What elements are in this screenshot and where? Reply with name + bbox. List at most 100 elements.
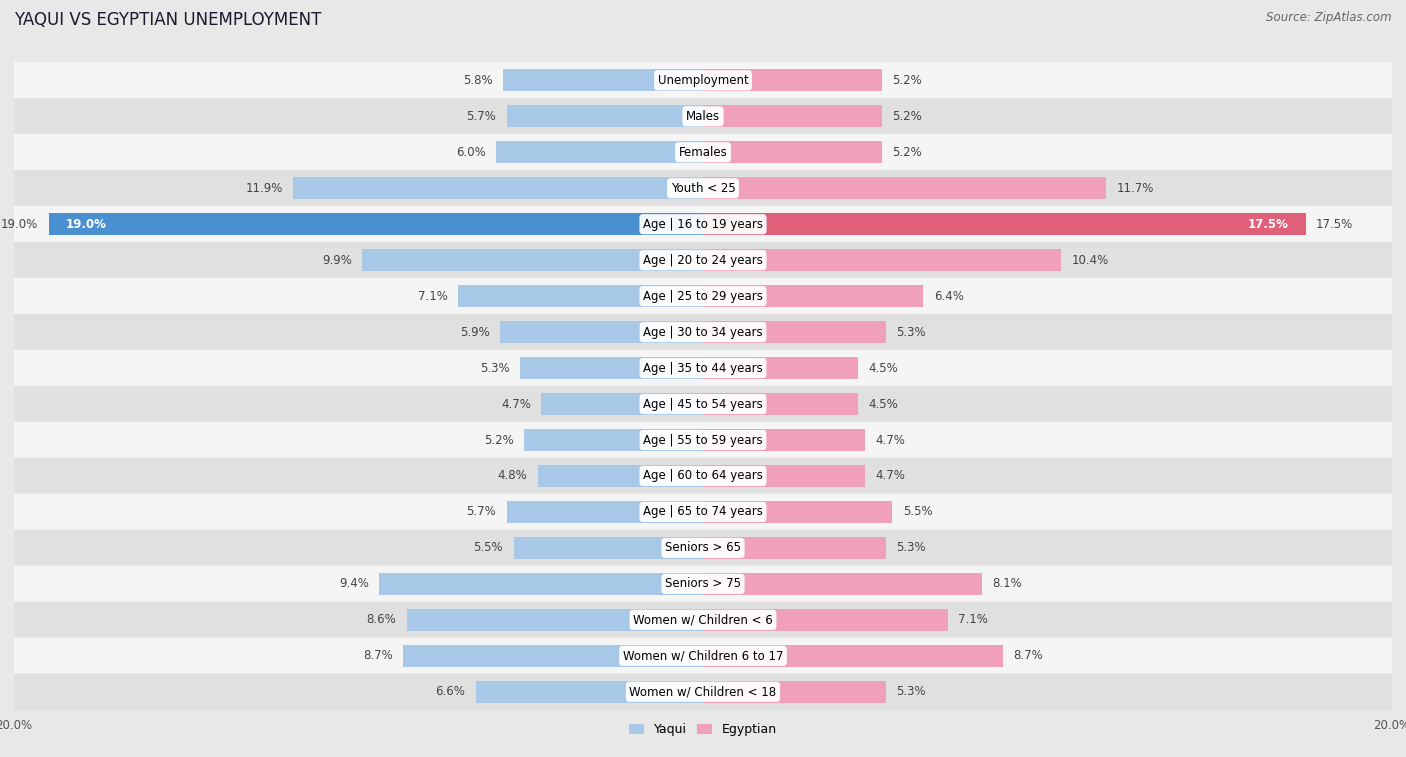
Bar <box>503 69 703 92</box>
Text: 5.7%: 5.7% <box>467 110 496 123</box>
Text: YAQUI VS EGYPTIAN UNEMPLOYMENT: YAQUI VS EGYPTIAN UNEMPLOYMENT <box>14 11 322 30</box>
Text: 4.5%: 4.5% <box>869 362 898 375</box>
Text: 11.9%: 11.9% <box>246 182 283 195</box>
Text: 5.2%: 5.2% <box>893 74 922 87</box>
FancyBboxPatch shape <box>14 98 1392 135</box>
Bar <box>703 501 893 523</box>
Bar <box>361 249 703 271</box>
Text: 8.6%: 8.6% <box>367 613 396 626</box>
Bar <box>703 609 948 631</box>
Text: 10.4%: 10.4% <box>1071 254 1109 266</box>
Bar <box>520 357 703 379</box>
Bar <box>48 213 703 235</box>
Bar <box>703 321 886 343</box>
Text: 7.1%: 7.1% <box>957 613 988 626</box>
Text: 9.9%: 9.9% <box>322 254 352 266</box>
Text: 5.2%: 5.2% <box>893 110 922 123</box>
Text: Age | 30 to 34 years: Age | 30 to 34 years <box>643 326 763 338</box>
FancyBboxPatch shape <box>14 170 1392 207</box>
Text: 5.9%: 5.9% <box>460 326 489 338</box>
Text: 5.3%: 5.3% <box>896 326 925 338</box>
Text: 8.7%: 8.7% <box>1012 650 1043 662</box>
Text: Age | 55 to 59 years: Age | 55 to 59 years <box>643 434 763 447</box>
Text: 5.7%: 5.7% <box>467 506 496 519</box>
Bar <box>703 141 882 164</box>
Text: 8.7%: 8.7% <box>363 650 392 662</box>
Text: Age | 65 to 74 years: Age | 65 to 74 years <box>643 506 763 519</box>
Text: 5.2%: 5.2% <box>484 434 513 447</box>
Text: 17.5%: 17.5% <box>1316 218 1354 231</box>
Text: 4.7%: 4.7% <box>875 469 905 482</box>
Text: Unemployment: Unemployment <box>658 74 748 87</box>
Bar <box>703 69 882 92</box>
Text: 19.0%: 19.0% <box>1 218 38 231</box>
Text: 17.5%: 17.5% <box>1247 218 1289 231</box>
Bar <box>506 501 703 523</box>
FancyBboxPatch shape <box>14 530 1392 566</box>
Text: Women w/ Children < 18: Women w/ Children < 18 <box>630 685 776 698</box>
FancyBboxPatch shape <box>14 278 1392 314</box>
FancyBboxPatch shape <box>14 241 1392 279</box>
Bar <box>380 573 703 595</box>
Bar <box>541 393 703 415</box>
Bar <box>458 285 703 307</box>
Text: 4.8%: 4.8% <box>498 469 527 482</box>
Bar <box>292 177 703 199</box>
FancyBboxPatch shape <box>14 637 1392 674</box>
Text: 5.8%: 5.8% <box>463 74 494 87</box>
Text: 5.3%: 5.3% <box>896 541 925 554</box>
Bar <box>475 681 703 703</box>
Bar <box>703 429 865 451</box>
Bar <box>703 537 886 559</box>
Text: 11.7%: 11.7% <box>1116 182 1154 195</box>
Text: 6.0%: 6.0% <box>456 146 486 159</box>
Text: 4.7%: 4.7% <box>875 434 905 447</box>
Text: Youth < 25: Youth < 25 <box>671 182 735 195</box>
Bar <box>499 321 703 343</box>
Text: 5.5%: 5.5% <box>474 541 503 554</box>
Bar <box>496 141 703 164</box>
Text: 4.5%: 4.5% <box>869 397 898 410</box>
Bar <box>406 609 703 631</box>
Bar <box>703 573 981 595</box>
FancyBboxPatch shape <box>14 565 1392 603</box>
Legend: Yaqui, Egyptian: Yaqui, Egyptian <box>624 718 782 741</box>
Text: Age | 45 to 54 years: Age | 45 to 54 years <box>643 397 763 410</box>
Text: Women w/ Children 6 to 17: Women w/ Children 6 to 17 <box>623 650 783 662</box>
Text: Females: Females <box>679 146 727 159</box>
Text: Seniors > 75: Seniors > 75 <box>665 578 741 590</box>
Text: Age | 20 to 24 years: Age | 20 to 24 years <box>643 254 763 266</box>
FancyBboxPatch shape <box>14 422 1392 459</box>
FancyBboxPatch shape <box>14 602 1392 638</box>
Bar <box>703 645 1002 667</box>
FancyBboxPatch shape <box>14 494 1392 531</box>
Bar <box>703 465 865 488</box>
Bar <box>703 177 1107 199</box>
Bar <box>703 213 1306 235</box>
Text: 5.3%: 5.3% <box>481 362 510 375</box>
Text: 5.5%: 5.5% <box>903 506 932 519</box>
FancyBboxPatch shape <box>14 313 1392 350</box>
Text: 5.3%: 5.3% <box>896 685 925 698</box>
FancyBboxPatch shape <box>14 62 1392 98</box>
Text: 7.1%: 7.1% <box>418 290 449 303</box>
FancyBboxPatch shape <box>14 206 1392 242</box>
Text: Women w/ Children < 6: Women w/ Children < 6 <box>633 613 773 626</box>
Text: 8.1%: 8.1% <box>993 578 1022 590</box>
Text: 6.6%: 6.6% <box>436 685 465 698</box>
Bar <box>506 105 703 127</box>
FancyBboxPatch shape <box>14 458 1392 494</box>
Text: Age | 35 to 44 years: Age | 35 to 44 years <box>643 362 763 375</box>
Bar <box>537 465 703 488</box>
Bar <box>703 681 886 703</box>
Bar <box>703 393 858 415</box>
Text: Age | 25 to 29 years: Age | 25 to 29 years <box>643 290 763 303</box>
FancyBboxPatch shape <box>14 674 1392 710</box>
Text: Source: ZipAtlas.com: Source: ZipAtlas.com <box>1267 11 1392 24</box>
Bar <box>524 429 703 451</box>
Bar <box>703 357 858 379</box>
Text: 9.4%: 9.4% <box>339 578 368 590</box>
FancyBboxPatch shape <box>14 350 1392 386</box>
Bar <box>404 645 703 667</box>
Text: 19.0%: 19.0% <box>66 218 107 231</box>
